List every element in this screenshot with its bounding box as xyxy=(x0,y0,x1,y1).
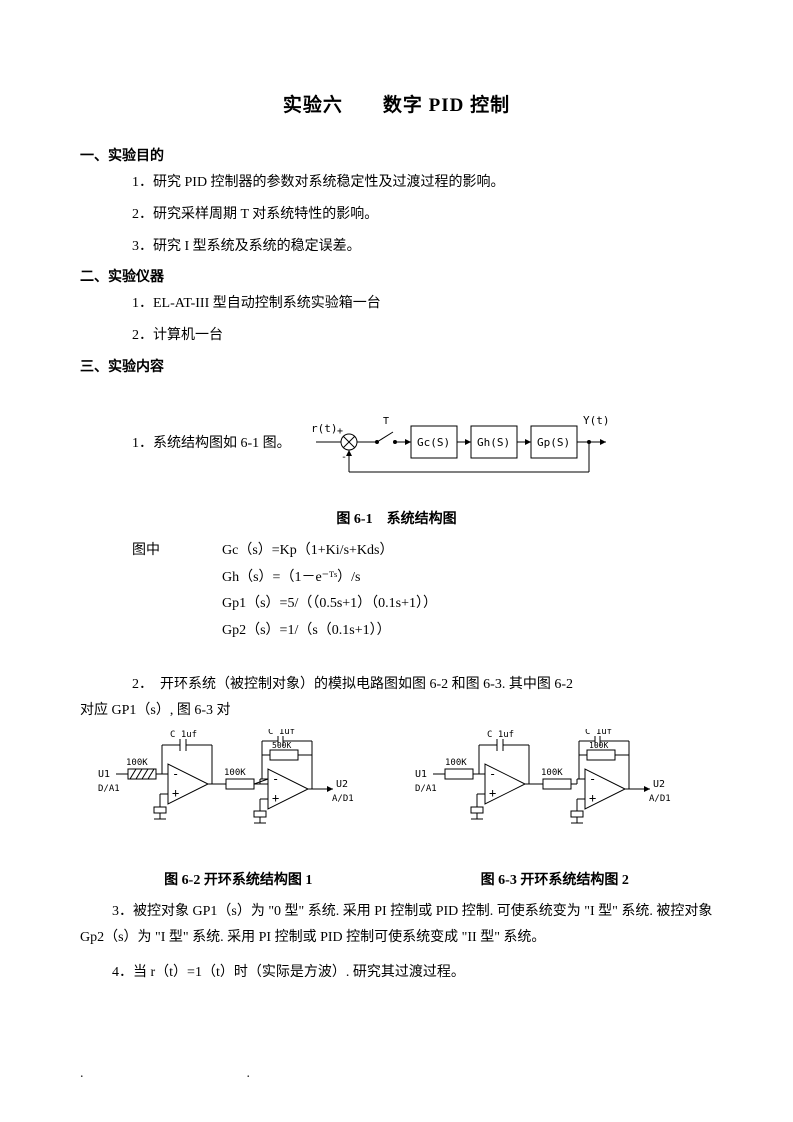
circuit-label: 100K xyxy=(224,768,246,778)
equation: Gp2（s）=1/（s（0.1s+1）） xyxy=(222,618,391,645)
circuit-label: D/A1 xyxy=(98,784,120,794)
circuit-label: U1 xyxy=(98,769,110,780)
circuits-row: - + U1 D/A1 100K xyxy=(80,729,713,839)
section-content: 三、实验内容 1．系统结构图如 6-1 图。 + - xyxy=(80,356,713,987)
circuit-diagram-1: - + U1 D/A1 100K xyxy=(98,729,378,839)
section-heading: 二、实验仪器 xyxy=(80,266,713,286)
list-item: 1．系统结构图如 6-1 图。 xyxy=(132,432,291,452)
svg-text:+: + xyxy=(589,791,596,805)
list-item: 3．研究 I 型系统及系统的稳定误差。 xyxy=(132,235,713,259)
block-label: Gc(S) xyxy=(417,436,450,449)
paragraph: 对应 GP1（s）, 图 6-3 对 xyxy=(80,698,713,723)
section-instruments: 二、实验仪器 1．EL-AT-III 型自动控制系统实验箱一台 2．计算机一台 xyxy=(80,266,713,348)
svg-text:-: - xyxy=(589,772,596,786)
svg-text:-: - xyxy=(272,772,279,786)
figure-caption: 图 6-1 系统结构图 xyxy=(80,508,713,528)
equation: Gp1（s）=5/（（0.5s+1）（0.1s+1）） xyxy=(222,591,437,618)
list-item: 1．EL-AT-III 型自动控制系统实验箱一台 xyxy=(132,292,713,316)
equation-lead: 图中 xyxy=(132,538,222,565)
paragraph: 2． 开环系统（被控制对象）的模拟电路图如图 6-2 和图 6-3. 其中图 6… xyxy=(132,672,713,697)
footer-mark: . xyxy=(247,1066,251,1082)
svg-text:+: + xyxy=(337,426,343,437)
input-label: r(t) xyxy=(311,422,338,435)
list-item: 1．研究 PID 控制器的参数对系统稳定性及过渡过程的影响。 xyxy=(132,171,713,195)
circuit-label: U1 xyxy=(415,769,427,780)
circuit-label: 100K xyxy=(445,758,467,768)
page-title: 实验六 数字 PID 控制 xyxy=(80,90,713,117)
svg-text:+: + xyxy=(272,791,279,805)
equation: Gh（s）=（1－e⁻ᵀˢ）/s xyxy=(222,565,360,592)
footer: . . xyxy=(80,1066,713,1082)
list-item: 2．计算机一台 xyxy=(132,324,713,348)
text-line: 3．被控对象 GP1（s）为 "0 型" 系统. 采用 PI 控制或 PID 控… xyxy=(80,904,712,946)
block-label: Gp(S) xyxy=(537,436,570,449)
list-item: 2．研究采样周期 T 对系统特性的影响。 xyxy=(132,203,713,227)
circuit-label: C 1uf xyxy=(487,730,514,740)
svg-text:-: - xyxy=(489,767,496,781)
figure-caption: 图 6-2 开环系统结构图 1 xyxy=(164,869,312,889)
circuit-label: 100K xyxy=(589,741,608,750)
equation-block: 图中 Gc（s）=Kp（1+Ki/s+Kds） Gh（s）=（1－e⁻ᵀˢ）/s… xyxy=(132,538,713,644)
diagram-row: 1．系统结构图如 6-1 图。 + - xyxy=(80,402,713,482)
text-line: 2． 开环系统（被控制对象）的模拟电路图如图 6-2 和图 6-3. 其中图 6… xyxy=(132,677,573,692)
circuit-label: C 1uf xyxy=(268,729,295,737)
section-heading: 三、实验内容 xyxy=(80,356,713,376)
section-heading: 一、实验目的 xyxy=(80,145,713,165)
circuit-label: 100K xyxy=(126,758,148,768)
captions-row: 图 6-2 开环系统结构图 1 图 6-3 开环系统结构图 2 xyxy=(80,869,713,889)
circuit-label: D/A1 xyxy=(415,784,437,794)
circuit-label: U2 xyxy=(653,779,665,790)
circuit-label: 500K xyxy=(272,741,291,750)
figure-caption: 图 6-3 开环系统结构图 2 xyxy=(481,869,629,889)
circuit-label: U2 xyxy=(336,779,348,790)
svg-text:+: + xyxy=(172,786,179,800)
paragraph: 4．当 r（t）=1（t）时（实际是方波）. 研究其过渡过程。 xyxy=(112,960,713,987)
svg-text:-: - xyxy=(172,767,179,781)
block-label: Gh(S) xyxy=(477,436,510,449)
circuit-label: 100K xyxy=(541,768,563,778)
circuit-label: A/D1 xyxy=(649,794,671,804)
svg-text:-: - xyxy=(341,452,347,463)
paragraph: 3．被控对象 GP1（s）为 "0 型" 系统. 采用 PI 控制或 PID 控… xyxy=(80,899,713,952)
block-diagram: + - T Gc(S) xyxy=(311,402,611,482)
svg-text:+: + xyxy=(489,786,496,800)
sampler-label: T xyxy=(383,416,389,427)
circuit-diagram-2: - + U1 D/A1 100K C 1uf xyxy=(415,729,695,839)
circuit-label: C 1uf xyxy=(585,729,612,737)
equation: Gc（s）=Kp（1+Ki/s+Kds） xyxy=(222,538,393,565)
output-label: Y(t) xyxy=(583,414,610,427)
footer-mark: . xyxy=(80,1066,84,1082)
circuit-label: C 1uf xyxy=(170,730,197,740)
circuit-label: A/D1 xyxy=(332,794,354,804)
page: 实验六 数字 PID 控制 一、实验目的 1．研究 PID 控制器的参数对系统稳… xyxy=(0,0,793,1122)
section-objectives: 一、实验目的 1．研究 PID 控制器的参数对系统稳定性及过渡过程的影响。 2．… xyxy=(80,145,713,258)
